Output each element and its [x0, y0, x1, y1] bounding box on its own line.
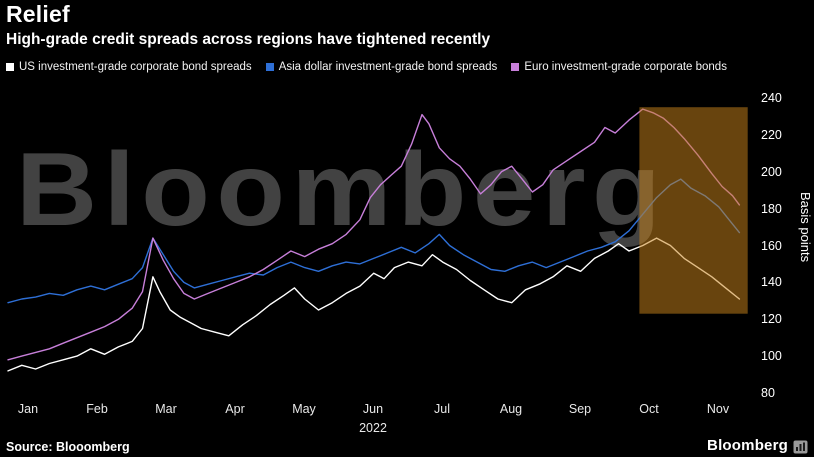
y-tick-label: 80 — [761, 386, 775, 400]
x-tick-label: Oct — [639, 402, 659, 416]
legend-swatch — [6, 63, 14, 71]
y-tick-label: 180 — [761, 201, 782, 216]
legend-item: Euro investment-grade corporate bonds — [511, 61, 727, 73]
source-label: Source: Blooomberg — [6, 440, 130, 454]
x-tick-label: Jun — [362, 402, 384, 416]
y-tick-label: 240 — [761, 91, 782, 105]
bloomberg-logo-icon — [793, 440, 808, 454]
legend-item: Asia dollar investment-grade bond spread… — [265, 61, 498, 73]
legend-label: Asia dollar investment-grade bond spread… — [278, 61, 498, 73]
y-axis-title: Basis points — [798, 192, 813, 263]
bloomberg-watermark: Bloomberg — [16, 132, 668, 248]
legend-swatch — [511, 63, 520, 71]
legend-swatch — [265, 63, 274, 71]
series-line-0 — [7, 237, 741, 372]
y-tick-label: 160 — [761, 238, 782, 253]
y-tick-label: 120 — [761, 312, 782, 327]
x-tick-label: Feb — [86, 402, 108, 416]
x-tick-label: Nov — [706, 402, 730, 416]
x-tick-label: Jul — [434, 402, 450, 416]
bloomberg-logo: Bloomberg — [707, 437, 788, 454]
x-tick-label: May — [292, 402, 316, 416]
chart-subtitle: High-grade credit spreads across regions… — [6, 31, 491, 48]
x-axis: Jan Feb Mar Apr May Jun Jul Aug Sep Oct Nov — [0, 402, 758, 418]
legend-label: Euro investment-grade corporate bonds — [524, 61, 727, 73]
x-tick-label: Apr — [225, 402, 245, 416]
legend-item: US investment-grade corporate bond sprea… — [6, 61, 252, 73]
series-line-1 — [7, 178, 741, 304]
page-title: Relief — [6, 1, 70, 27]
y-tick-label: 220 — [761, 127, 782, 142]
plot-svg — [7, 107, 748, 372]
y-axis: 240 220 200 180 160 140 120 100 80 — [761, 88, 805, 404]
y-tick-label: 100 — [761, 349, 782, 364]
y-tick-label: 140 — [761, 275, 782, 290]
x-tick-label: Jan — [17, 402, 39, 416]
legend-label: US investment-grade corporate bond sprea… — [19, 61, 252, 73]
y-tick-label: 200 — [761, 164, 782, 179]
x-tick-label: Sep — [568, 402, 592, 416]
x-tick-label: Aug — [499, 402, 523, 416]
legend: US investment-grade corporate bond sprea… — [6, 61, 727, 73]
x-axis-year-label: 2022 — [359, 421, 387, 435]
series-line-2 — [7, 108, 741, 361]
chart-area: Bloomberg 240 220 200 180 160 140 120 100 80 Bas… — [0, 88, 814, 404]
x-tick-label: Mar — [155, 402, 177, 416]
highlight-region — [639, 107, 748, 314]
